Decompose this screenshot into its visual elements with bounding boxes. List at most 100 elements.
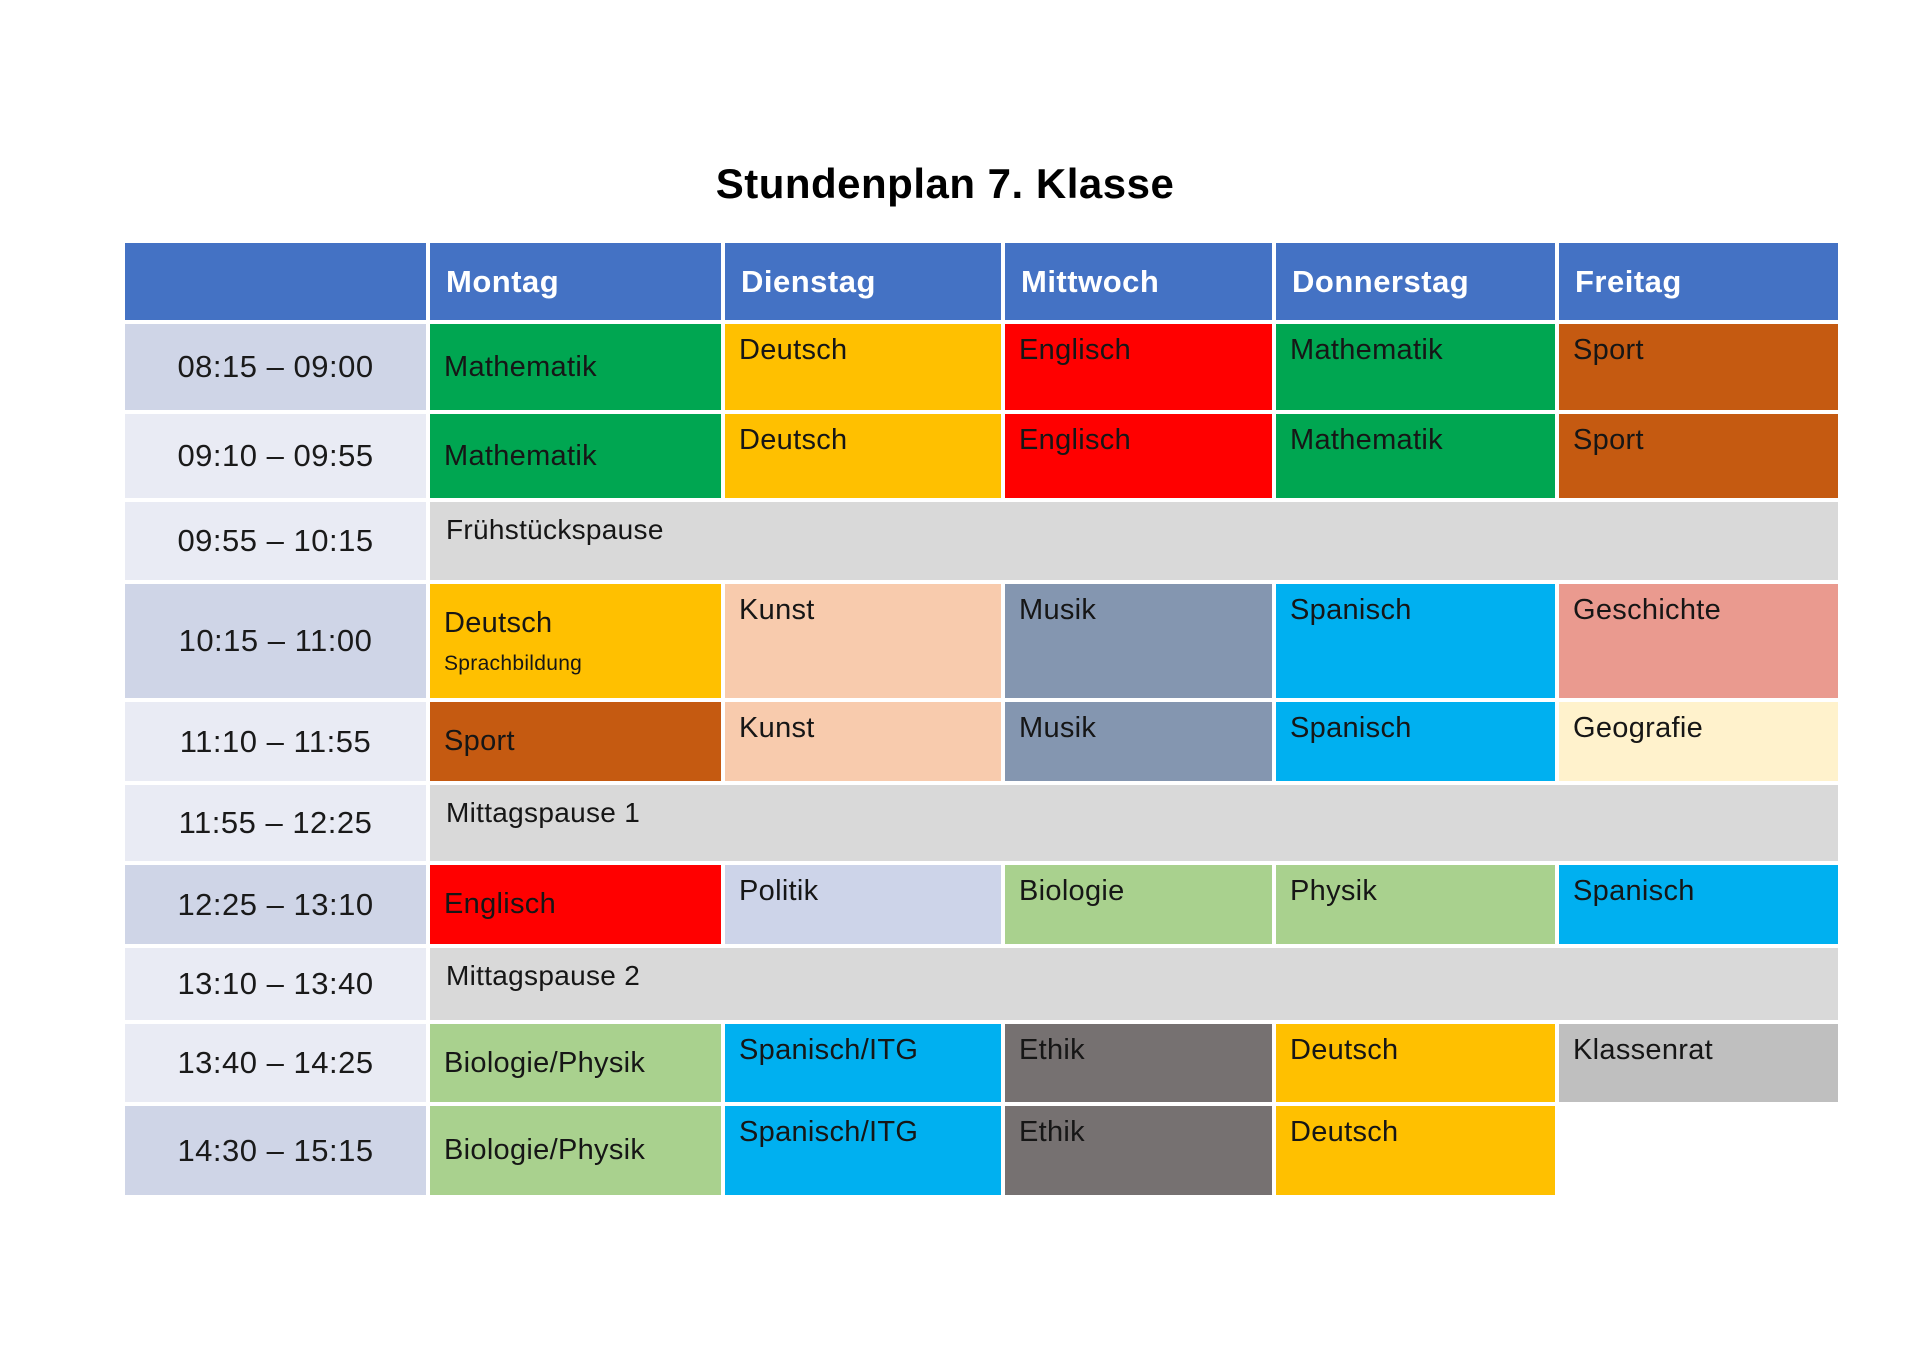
subject-label: Englisch bbox=[444, 888, 557, 920]
break-label: Mittagspause 2 bbox=[446, 960, 641, 991]
empty-cell bbox=[1559, 1106, 1838, 1195]
subject-cell: Geschichte bbox=[1559, 584, 1838, 698]
day-header-cell-montag: Montag bbox=[430, 243, 721, 320]
time-cell: 14:30 – 15:15 bbox=[125, 1106, 426, 1195]
corner-header-cell bbox=[125, 243, 426, 320]
time-cell: 10:15 – 11:00 bbox=[125, 584, 426, 698]
subject-cell: Mathematik bbox=[1276, 324, 1555, 410]
subject-cell: Englisch bbox=[1005, 414, 1272, 498]
subject-cell: Englisch bbox=[1005, 324, 1272, 410]
subject-label: Mathematik bbox=[444, 439, 597, 472]
subject-label: Geschichte bbox=[1573, 594, 1722, 626]
time-cell: 12:25 – 13:10 bbox=[125, 865, 426, 944]
subject-cell: Deutsch bbox=[1276, 1106, 1555, 1195]
subject-label: Deutsch bbox=[1290, 1034, 1399, 1066]
timetable: Montag Dienstag Mittwoch Donnerstag Freitag 0… bbox=[125, 243, 1838, 1195]
subject-label: Mathematik bbox=[1290, 424, 1443, 456]
subject-cell: Musik bbox=[1005, 584, 1272, 698]
time-cell: 11:55 – 12:25 bbox=[125, 785, 426, 861]
subject-cell: Sport bbox=[430, 702, 721, 781]
subject-cell: Deutsch bbox=[725, 414, 1001, 498]
time-cell: 11:10 – 11:55 bbox=[125, 702, 426, 781]
subject-label: Musik bbox=[1019, 594, 1097, 626]
subject-label: Biologie/Physik bbox=[444, 1046, 646, 1079]
time-cell: 13:40 – 14:25 bbox=[125, 1024, 426, 1102]
subject-label: Englisch bbox=[1019, 424, 1132, 456]
subject-label: Politik bbox=[739, 875, 819, 907]
day-header-cell-dienstag: Dienstag bbox=[725, 243, 1001, 320]
subject-label: Geografie bbox=[1573, 712, 1704, 744]
subject-cell: Deutsch Sprachbildung bbox=[430, 584, 721, 698]
subject-cell: Spanisch bbox=[1276, 584, 1555, 698]
subject-label: Ethik bbox=[1019, 1034, 1085, 1066]
subject-label: Spanisch/ITG bbox=[739, 1034, 919, 1066]
subject-label: Spanisch bbox=[1290, 712, 1412, 744]
subject-label: Biologie bbox=[1019, 875, 1125, 907]
subject-cell: Spanisch bbox=[1276, 702, 1555, 781]
page-title: Stundenplan 7. Klasse bbox=[715, 160, 1175, 207]
break-label: Mittagspause 1 bbox=[446, 797, 641, 828]
subject-cell: Politik bbox=[725, 865, 1001, 944]
subject-cell: Ethik bbox=[1005, 1024, 1272, 1102]
subject-cell: Sport bbox=[1559, 324, 1838, 410]
subject-label: Sport bbox=[444, 725, 515, 757]
subject-label: Klassenrat bbox=[1573, 1034, 1714, 1066]
day-header-cell-donnerstag: Donnerstag bbox=[1276, 243, 1555, 320]
subject-cell: Spanisch bbox=[1559, 865, 1838, 944]
subject-cell: Sport bbox=[1559, 414, 1838, 498]
time-label: 11:10 – 11:55 bbox=[179, 723, 372, 759]
day-header-cell-mittwoch: Mittwoch bbox=[1005, 243, 1272, 320]
subject-label: Physik bbox=[1290, 875, 1378, 907]
day-header-label: Donnerstag bbox=[1292, 263, 1470, 299]
subject-label: Deutsch bbox=[444, 606, 553, 639]
subject-cell: Deutsch bbox=[725, 324, 1001, 410]
subject-label: Ethik bbox=[1019, 1116, 1085, 1148]
subject-label: Spanisch bbox=[1290, 594, 1412, 626]
time-label: 13:40 – 14:25 bbox=[177, 1045, 374, 1080]
subject-cell: Kunst bbox=[725, 584, 1001, 698]
time-label: 11:55 – 12:25 bbox=[178, 805, 373, 840]
subject-cell: Biologie/Physik bbox=[430, 1106, 721, 1195]
subject-label: Spanisch/ITG bbox=[739, 1116, 919, 1148]
subject-cell: Ethik bbox=[1005, 1106, 1272, 1195]
subject-cell: Englisch bbox=[430, 865, 721, 944]
break-row-cell: Mittagspause 2 bbox=[430, 948, 1838, 1020]
subject-cell: Klassenrat bbox=[1559, 1024, 1838, 1102]
subject-label: Deutsch bbox=[739, 334, 848, 366]
time-label: 08:15 – 09:00 bbox=[177, 349, 374, 384]
subject-cell: Biologie bbox=[1005, 865, 1272, 944]
break-label: Frühstückspause bbox=[446, 514, 664, 545]
subject-label: Biologie/Physik bbox=[444, 1134, 646, 1166]
subject-cell: Spanisch/ITG bbox=[725, 1106, 1001, 1195]
subject-cell: Deutsch bbox=[1276, 1024, 1555, 1102]
subject-cell: Kunst bbox=[725, 702, 1001, 781]
day-header-label: Freitag bbox=[1575, 263, 1682, 299]
subject-label: Kunst bbox=[739, 712, 815, 744]
subject-label: Englisch bbox=[1019, 334, 1132, 366]
subject-label: Kunst bbox=[739, 594, 815, 626]
subject-cell: Mathematik bbox=[430, 324, 721, 410]
day-header-cell-freitag: Freitag bbox=[1559, 243, 1838, 320]
time-label: 10:15 – 11:00 bbox=[178, 623, 373, 658]
subject-cell: Spanisch/ITG bbox=[725, 1024, 1001, 1102]
subject-label: Deutsch bbox=[1290, 1116, 1399, 1148]
time-label: 13:10 – 13:40 bbox=[177, 966, 374, 1001]
time-label: 09:55 – 10:15 bbox=[177, 523, 374, 558]
subject-label: Deutsch bbox=[739, 424, 848, 456]
time-cell: 09:10 – 09:55 bbox=[125, 414, 426, 498]
day-header-label: Dienstag bbox=[741, 263, 876, 299]
day-header-label: Montag bbox=[446, 263, 560, 299]
subject-cell: Physik bbox=[1276, 865, 1555, 944]
break-row-cell: Mittagspause 1 bbox=[430, 785, 1838, 861]
break-row-cell: Frühstückspause bbox=[430, 502, 1838, 580]
subject-label: Mathematik bbox=[1290, 334, 1443, 366]
subject-cell: Biologie/Physik bbox=[430, 1024, 721, 1102]
subject-label: Spanisch bbox=[1573, 875, 1695, 907]
subject-label: Sport bbox=[1573, 334, 1644, 366]
subject-label: Mathematik bbox=[444, 350, 597, 383]
time-cell: 09:55 – 10:15 bbox=[125, 502, 426, 580]
time-cell: 13:10 – 13:40 bbox=[125, 948, 426, 1020]
subject-cell: Musik bbox=[1005, 702, 1272, 781]
subject-cell: Mathematik bbox=[1276, 414, 1555, 498]
